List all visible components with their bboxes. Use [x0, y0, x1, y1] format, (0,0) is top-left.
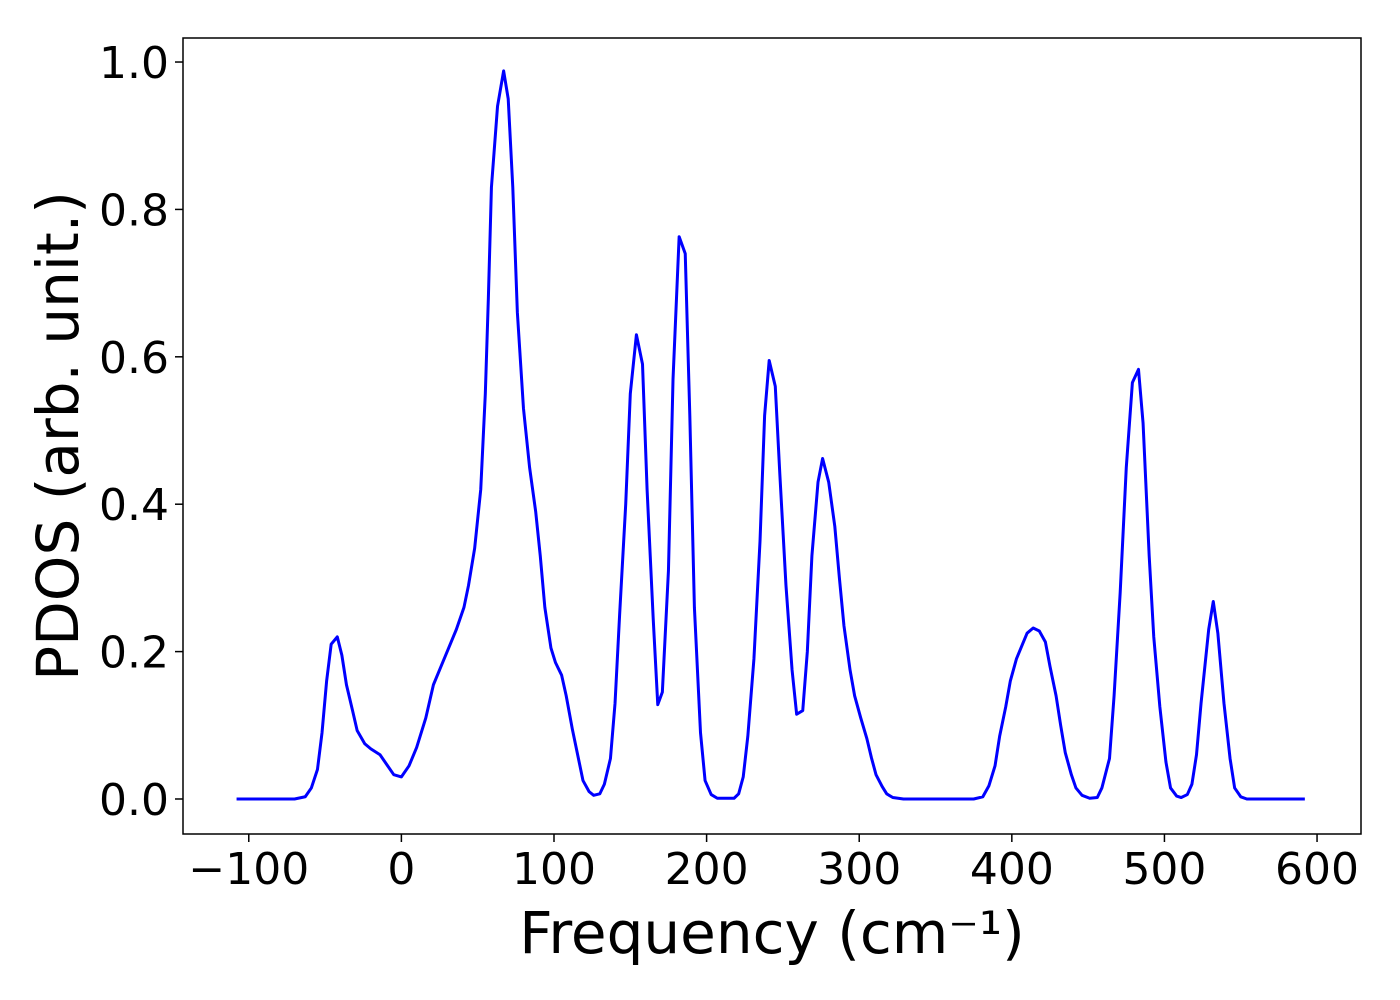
x-tick-label: 600: [1275, 844, 1359, 895]
x-tick-label: 400: [970, 844, 1054, 895]
y-tick-label: 0.0: [99, 775, 169, 826]
x-tick-label: 200: [665, 844, 749, 895]
plot-frame: [182, 37, 1362, 835]
x-tick-label: 300: [817, 844, 901, 895]
line: [236, 69, 1305, 801]
y-tick-label: 0.2: [99, 628, 169, 679]
x-axis-label: Frequency (cm⁻¹): [519, 899, 1025, 967]
y-tick-label: 0.6: [99, 333, 169, 384]
x-tick-label: 0: [387, 844, 415, 895]
y-tick-label: 0.8: [99, 185, 169, 236]
x-tick-label: 500: [1122, 844, 1206, 895]
x-tick-label: −100: [188, 844, 309, 895]
x-tick-label: 100: [512, 844, 596, 895]
y-tick-label: 0.4: [99, 480, 169, 531]
y-tick-label: 1.0: [99, 38, 169, 89]
y-axis-label: PDOS (arb. unit.): [24, 191, 92, 681]
